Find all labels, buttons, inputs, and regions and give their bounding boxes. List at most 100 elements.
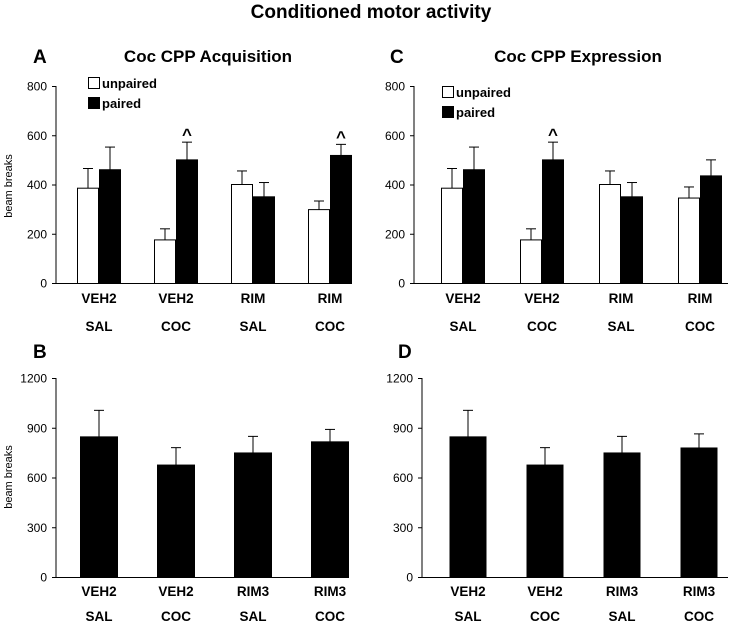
panel-d: D 0 300 600 900 1200 VEH2 SAL VEH2 COC RIM3 SAL RIM3… (386, 342, 728, 624)
legend-swatch (88, 97, 100, 109)
y-tick-label: 300 (393, 521, 413, 535)
bar-paired (542, 159, 564, 284)
y-tick-label: 200 (27, 227, 47, 241)
bar (449, 436, 487, 578)
y-tick-label: 900 (27, 421, 47, 435)
x-category-sublabel: COC (684, 609, 714, 624)
y-tick-label: 0 (40, 571, 47, 585)
y-axis-label: beam breaks (3, 445, 15, 509)
bar-paired (463, 169, 485, 285)
panel-letter: B (33, 342, 47, 363)
panel-title: Coc CPP Acquisition (124, 47, 292, 66)
bar-unpaired (308, 209, 330, 284)
panel-letter: C (390, 47, 404, 68)
panel-title: Coc CPP Expression (494, 47, 662, 66)
bar-unpaired (678, 197, 700, 284)
x-category-label: RIM3 (683, 584, 716, 599)
x-category-sublabel: SAL (608, 319, 635, 334)
bar (603, 452, 641, 578)
bar-unpaired (441, 187, 463, 285)
bar-unpaired (231, 184, 253, 284)
x-category-label: VEH2 (81, 584, 116, 599)
legend: unpaired paired (88, 76, 157, 111)
legend-label: unpaired (102, 76, 157, 91)
x-category-label: RIM (318, 291, 343, 306)
x-category-label: VEH2 (445, 291, 480, 306)
x-category-sublabel: SAL (455, 609, 482, 624)
x-category-label: VEH2 (524, 291, 559, 306)
y-tick-label: 0 (406, 571, 413, 585)
x-category-sublabel: SAL (450, 319, 477, 334)
y-tick-label: 800 (385, 80, 405, 94)
x-category-label: VEH2 (527, 584, 562, 599)
x-category-sublabel: SAL (86, 609, 113, 624)
bar (234, 452, 272, 578)
bar (526, 464, 564, 578)
legend: unpaired paired (442, 85, 511, 120)
bar (157, 464, 195, 578)
y-tick-label: 600 (27, 471, 47, 485)
x-category-sublabel: SAL (240, 609, 267, 624)
x-category-sublabel: COC (315, 319, 345, 334)
x-category-label: RIM3 (237, 584, 270, 599)
y-axis-label: beam breaks (3, 154, 15, 218)
y-tick-label: 300 (27, 521, 47, 535)
y-tick-label: 0 (398, 277, 405, 291)
bar (680, 447, 718, 578)
x-category-label: RIM3 (314, 584, 347, 599)
bar-paired (253, 196, 275, 284)
y-tick-label: 0 (40, 277, 47, 291)
x-category-label: RIM (241, 291, 266, 306)
x-category-sublabel: SAL (240, 319, 267, 334)
y-tick-label: 200 (385, 227, 405, 241)
y-tick-label: 600 (385, 129, 405, 143)
bar-paired (99, 169, 121, 285)
bar-unpaired (154, 239, 176, 284)
x-category-label: VEH2 (81, 291, 116, 306)
x-category-sublabel: SAL (609, 609, 636, 624)
x-category-label: VEH2 (450, 584, 485, 599)
bar-unpaired (599, 184, 621, 284)
y-tick-label: 1200 (20, 372, 47, 386)
x-category-label: VEH2 (158, 291, 193, 306)
legend-label: paired (102, 96, 141, 111)
x-category-label: VEH2 (158, 584, 193, 599)
x-category-sublabel: COC (161, 609, 191, 624)
x-category-sublabel: SAL (86, 319, 113, 334)
significance-marker: ^ (548, 125, 558, 144)
bar (80, 436, 118, 578)
x-category-sublabel: COC (527, 319, 557, 334)
legend-label: paired (456, 105, 495, 120)
panel-letter: A (33, 47, 47, 68)
y-tick-label: 900 (393, 421, 413, 435)
legend-label: unpaired (456, 85, 511, 100)
x-category-sublabel: COC (685, 319, 715, 334)
bar-paired (176, 159, 198, 284)
y-tick-label: 1200 (386, 372, 413, 386)
x-category-label: RIM (688, 291, 713, 306)
significance-marker: ^ (182, 125, 192, 144)
bar (311, 441, 349, 578)
bar-paired (700, 175, 722, 285)
legend-swatch (88, 77, 100, 89)
bar-paired (330, 154, 352, 284)
panel-a: A Coc CPP Acquisition beam breaks 0 200 400 60… (3, 47, 352, 334)
x-category-sublabel: COC (530, 609, 560, 624)
x-category-label: RIM (609, 291, 634, 306)
legend-swatch (442, 106, 454, 118)
x-category-label: RIM3 (606, 584, 639, 599)
y-tick-label: 400 (385, 178, 405, 192)
y-tick-label: 600 (393, 471, 413, 485)
legend-swatch (442, 86, 454, 98)
y-tick-label: 800 (27, 80, 47, 94)
y-tick-label: 400 (27, 178, 47, 192)
x-category-sublabel: COC (161, 319, 191, 334)
x-category-sublabel: COC (315, 609, 345, 624)
bar-paired (621, 196, 643, 284)
y-tick-label: 600 (27, 129, 47, 143)
panel-letter: D (398, 342, 412, 363)
significance-marker: ^ (336, 127, 346, 146)
bar-unpaired (77, 187, 99, 285)
